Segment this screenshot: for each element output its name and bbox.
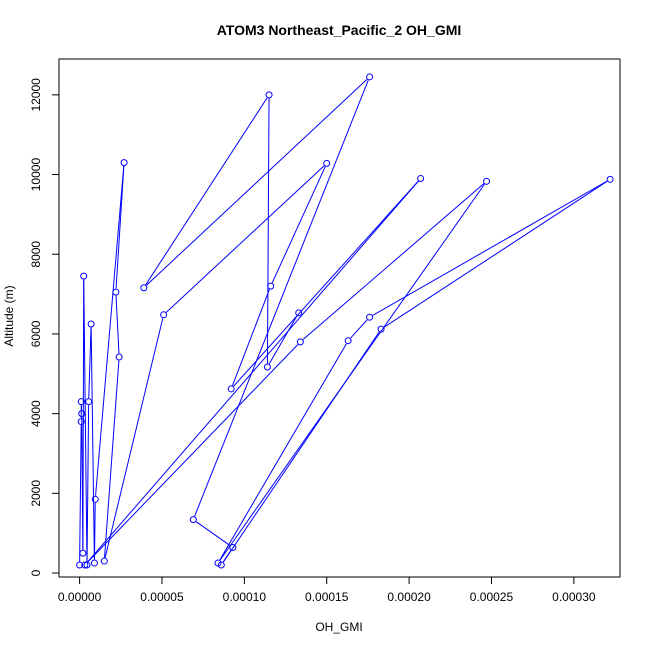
series-line-segment [93, 502, 96, 560]
data-point [90, 559, 98, 567]
data-point [217, 561, 225, 569]
series-line-segment [194, 80, 369, 517]
data-point [417, 175, 425, 183]
series-line-segment [222, 550, 232, 563]
series-line-segment [302, 183, 485, 340]
data-point [120, 159, 128, 167]
y-tick-label: 12000 [29, 78, 43, 112]
data-point [112, 288, 120, 296]
series-line-segment [233, 180, 419, 387]
series-line-segment [86, 405, 90, 562]
data-point [227, 385, 235, 393]
series-line-segment [350, 319, 368, 339]
data-point [296, 338, 304, 346]
series-layer [76, 73, 614, 569]
series-line-segment [195, 521, 231, 546]
x-tick-label: 0.00010 [223, 590, 267, 604]
data-point [83, 561, 91, 569]
y-tick-label: 0 [29, 569, 43, 576]
x-axis-label: OH_GMI [315, 620, 362, 634]
data-point [267, 282, 275, 290]
data-point [295, 309, 303, 317]
series-line-segment [219, 343, 347, 561]
series-line-segment [87, 344, 299, 563]
x-tick-label: 0.00005 [140, 590, 184, 604]
x-tick-label: 0.00020 [387, 590, 431, 604]
series-line-segment [90, 327, 95, 560]
x-tick-label: 0.00025 [470, 590, 514, 604]
y-tick-label: 6000 [29, 320, 43, 347]
series-line-segment [271, 166, 326, 284]
series-line-segment [115, 166, 125, 289]
data-point [87, 320, 95, 328]
data-point [160, 311, 168, 319]
y-tick-label: 8000 [29, 241, 43, 268]
data-point [366, 73, 374, 81]
y-axis-label: Altitude (m) [2, 285, 16, 346]
data-point [366, 313, 374, 321]
x-tick-label: 0.00030 [552, 590, 596, 604]
series-line-segment [86, 180, 419, 563]
chart-title: ATOM3 Northeast_Pacific_2 OH_GMI [217, 22, 462, 38]
series-line-segment [79, 425, 82, 562]
series-line-segment [82, 279, 85, 550]
data-point [606, 175, 614, 183]
x-axis: 0.00000 0.00005 0.00010 0.00015 0.00020 0.000… [58, 576, 596, 604]
series-line-segment [231, 289, 270, 386]
data-point [85, 398, 93, 406]
y-axis: 0 2000 4000 6000 8000 10000 12000 [29, 78, 60, 576]
data-point [323, 159, 331, 167]
series-line-segment [95, 166, 125, 496]
series-line-segment [222, 331, 380, 563]
data-point [77, 398, 85, 406]
series-line-segment [383, 180, 608, 328]
y-tick-label: 2000 [29, 480, 43, 507]
series-line-segment [372, 180, 608, 316]
data-point [77, 418, 85, 426]
data-point [140, 284, 148, 292]
data-point [265, 91, 273, 99]
data-point [189, 516, 197, 524]
data-point [81, 561, 89, 569]
data-point [483, 177, 491, 185]
series-line-segment [145, 97, 268, 285]
series-line-segment [104, 318, 164, 558]
series-line-segment [115, 295, 120, 354]
series-line-segment [268, 315, 298, 365]
data-point [80, 272, 88, 280]
data-point [263, 363, 271, 371]
data-point [100, 557, 108, 565]
data-point [344, 337, 352, 345]
data-point [377, 325, 385, 333]
x-tick-label: 0.00015 [305, 590, 349, 604]
series-line-segment [146, 79, 368, 286]
data-point [78, 410, 86, 418]
series-line-segment [88, 327, 92, 399]
y-tick-label: 4000 [29, 400, 43, 427]
data-point [91, 495, 99, 503]
data-point [76, 561, 84, 569]
data-point [229, 544, 237, 552]
data-point [115, 353, 123, 361]
x-tick-label: 0.00000 [58, 590, 102, 604]
y-tick-label: 10000 [29, 158, 43, 192]
data-point [79, 549, 87, 557]
series-line-segment [266, 98, 270, 364]
series-line-segment [165, 165, 325, 313]
series-line-segment [83, 279, 88, 562]
series-line-segment [104, 360, 120, 558]
